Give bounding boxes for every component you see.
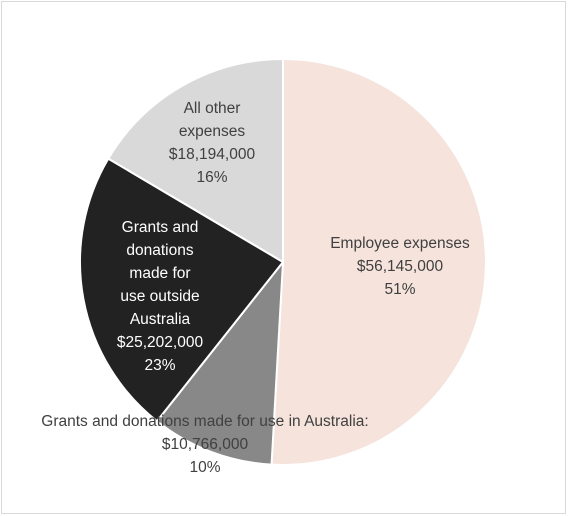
data-label-line: Grants and (122, 219, 199, 236)
data-label-line: donations (126, 242, 193, 259)
slice-data-label: Grants and donations made for use in Aus… (41, 413, 368, 476)
data-label-line: Grants and donations made for use in Aus… (41, 413, 368, 430)
pie-slice (155, 258, 285, 466)
data-label-line: All other (184, 100, 241, 117)
data-label-line: 10% (189, 459, 220, 476)
data-label-line: 16% (196, 169, 227, 186)
slice-data-label: Employee expenses $56,145,000 51% (330, 235, 470, 298)
data-label-line: Australia (130, 311, 191, 328)
data-label-line: $25,202,000 (117, 334, 204, 351)
pie-slice (79, 157, 285, 423)
data-label-line: $10,766,000 (162, 436, 249, 453)
pie-slice (106, 57, 284, 264)
slice-data-label: Grants and donations made for use outside Au… (117, 219, 204, 374)
data-label-line: use outside (120, 288, 199, 305)
data-label-line: expenses (179, 123, 246, 140)
data-label-line: $56,145,000 (357, 258, 444, 275)
data-label-line: made for (129, 265, 190, 282)
data-label-line: 23% (144, 357, 175, 374)
data-label-line: $18,194,000 (169, 146, 256, 163)
pie-slice (270, 57, 487, 466)
data-label-line: 51% (384, 281, 415, 298)
data-label-line: Employee expenses (330, 235, 470, 252)
slice-data-label: All other expenses $18,194,000 16% (169, 100, 256, 186)
